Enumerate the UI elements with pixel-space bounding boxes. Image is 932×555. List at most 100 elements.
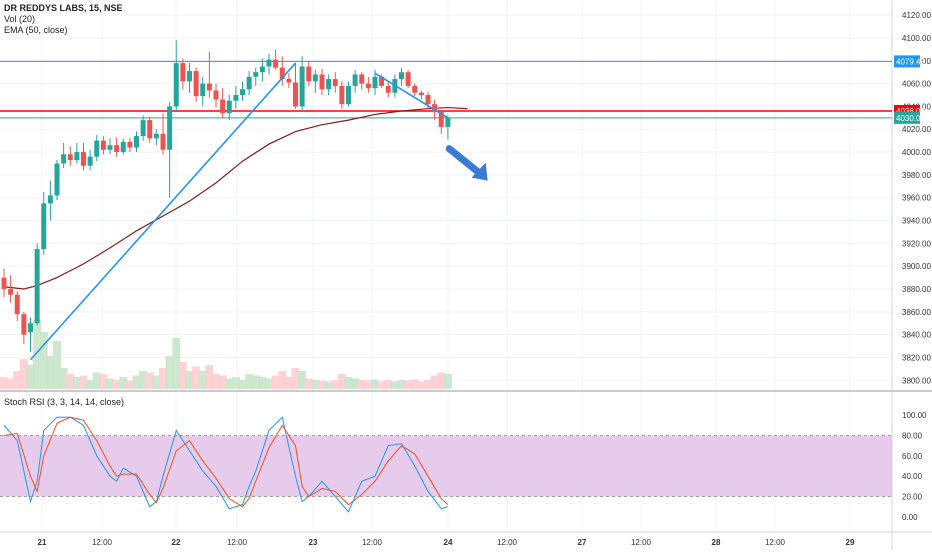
candle-body (438, 112, 444, 127)
candle-body (114, 145, 120, 153)
ema-legend: EMA (50, close) (4, 25, 68, 35)
price-axis-label: 3900.00 (902, 262, 931, 271)
candle-body (346, 85, 351, 105)
candle-body (81, 152, 86, 166)
price-axis-label: 3940.00 (902, 217, 931, 226)
time-axis-label: 28 (712, 538, 721, 547)
price-axis-label: 3840.00 (902, 331, 931, 340)
candle-body (54, 163, 60, 196)
volume-bar (59, 368, 68, 389)
candle-body (418, 92, 424, 96)
volume-bar (53, 341, 61, 389)
volume-bar (337, 374, 346, 389)
volume-bar (172, 338, 181, 389)
down-arrow-head (471, 162, 488, 181)
candle-body (47, 195, 53, 204)
volume-bar (66, 374, 75, 389)
candle-body (259, 66, 265, 73)
candle-body (326, 79, 332, 90)
volume-bar (265, 378, 273, 389)
candle-body (399, 72, 404, 80)
volume-bar (278, 371, 287, 389)
volume-bar (72, 377, 81, 389)
price-axis-label: 3960.00 (902, 194, 931, 203)
stoch-axis-label: 0.00 (902, 513, 918, 522)
time-axis-label: 23 (309, 538, 318, 547)
time-axis-label: 21 (38, 538, 47, 547)
candle-body (306, 66, 312, 82)
volume-bar (417, 381, 426, 389)
volume-bar (271, 375, 280, 389)
candle-body (365, 83, 371, 89)
volume-bar (397, 380, 406, 389)
time-axis-label: 12:00 (765, 538, 786, 547)
volume-legend: Vol (20) (4, 14, 36, 24)
candle-body (94, 140, 100, 157)
candle-body (246, 76, 252, 90)
volume-bar (304, 378, 313, 389)
time-axis-label: 12:00 (497, 538, 518, 547)
volume-bar (424, 380, 432, 389)
candle-body (160, 133, 166, 150)
candle-body (140, 120, 146, 137)
volume-bar (19, 359, 28, 389)
candle-body (372, 76, 378, 89)
volume-bar (218, 375, 227, 389)
candle-body (120, 141, 126, 153)
volume-bar (79, 375, 88, 389)
candle-body (180, 63, 186, 82)
volume-bar (324, 381, 333, 389)
volume-bar (119, 377, 128, 389)
candle-body (8, 289, 14, 295)
price-axis-label: 4120.00 (902, 11, 931, 20)
time-axis-label: 12:00 (362, 538, 383, 547)
volume-bar (231, 377, 240, 389)
volume-bar (125, 380, 134, 389)
volume-bar (46, 356, 55, 389)
time-axis-label: 12:00 (92, 538, 113, 547)
price-axis-label: 3820.00 (902, 353, 931, 362)
volume-bar (404, 380, 413, 389)
stoch-axis-label: 60.00 (902, 452, 923, 461)
price-axis-label: 4020.00 (902, 125, 931, 134)
volume-bar (251, 375, 260, 389)
volume-bar (291, 368, 300, 389)
candle-body (385, 85, 391, 93)
candle-body (1, 277, 7, 290)
volume-bar (198, 371, 207, 389)
candle-body (200, 83, 206, 97)
time-axis-label: 12:00 (631, 538, 652, 547)
volume-bar (344, 377, 353, 389)
candle-body (213, 90, 219, 100)
candle-body (61, 154, 67, 164)
candle-body (273, 59, 279, 68)
candle-body (319, 74, 325, 90)
price-axis-label: 3920.00 (902, 239, 931, 248)
time-axis-label: 22 (172, 538, 181, 547)
candle-body (87, 156, 93, 166)
volume-bar (165, 356, 174, 389)
candle-body (279, 67, 285, 80)
candle-body (14, 294, 20, 315)
candle-body (332, 79, 338, 86)
candle-body (359, 74, 365, 84)
volume-bar (132, 375, 141, 389)
volume-bar (178, 362, 187, 389)
volume-bar (331, 380, 340, 389)
price-axis-label: 3980.00 (902, 171, 931, 180)
price-tag-label: 4030.00 (896, 114, 925, 123)
candle-body (220, 99, 226, 114)
stoch-rsi-legend: Stoch RSI (3, 3, 14, 14, close) (4, 397, 125, 407)
volume-bar (159, 368, 167, 389)
candle-body (67, 154, 73, 161)
stoch-axis-label: 20.00 (902, 493, 923, 502)
candle-body (134, 136, 139, 148)
price-tag-label: 4079.45 (896, 57, 925, 66)
volume-bar (410, 379, 419, 389)
candle-body (173, 63, 179, 107)
volume-bar (106, 378, 114, 389)
volume-bar (152, 375, 161, 389)
volume-bar (318, 380, 326, 389)
